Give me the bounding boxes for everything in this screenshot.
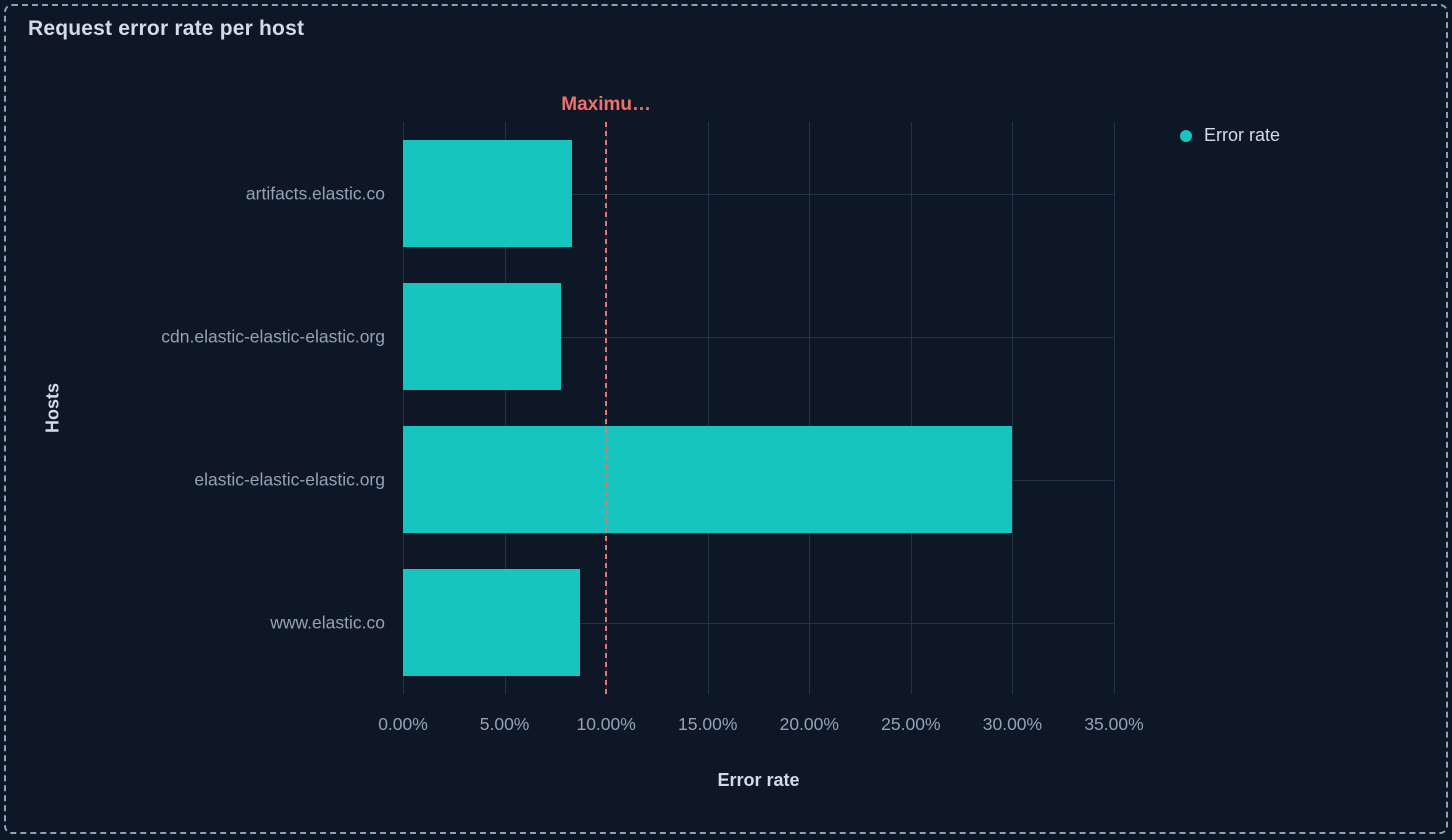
threshold-line — [605, 122, 608, 694]
x-axis-tick-25.00%: 25.00% — [881, 714, 941, 734]
y-axis-label-artifacts.elastic.co: artifacts.elastic.co — [245, 183, 385, 203]
gridline-vertical — [1114, 122, 1115, 694]
gridline-vertical — [504, 122, 506, 694]
bar-elastic-elastic-elastic.org[interactable] — [403, 426, 1013, 533]
gridline-vertical — [403, 122, 404, 694]
x-axis-tick-15.00%: 15.00% — [678, 714, 738, 734]
bar-artifacts.elastic.co[interactable] — [403, 140, 572, 247]
legend-item-label: Error rate — [1204, 125, 1281, 145]
y-axis-label-elastic-elastic-elastic.org: elastic-elastic-elastic.org — [194, 469, 385, 489]
gridline-vertical — [809, 122, 811, 694]
legend-series-dot-icon — [1180, 129, 1192, 142]
legend: Error rate — [1180, 125, 1280, 146]
bar-cdn.elastic-elastic-elastic.org[interactable] — [403, 283, 562, 390]
x-axis-tick-5.00%: 5.00% — [479, 714, 530, 734]
threshold-label: Maximu… — [561, 94, 652, 115]
y-axis-title: Hosts — [42, 382, 63, 434]
panel-title: Request error rate per host — [28, 17, 305, 40]
gridline-horizontal — [403, 622, 1114, 624]
y-axis-label-cdn.elastic-elastic-elastic.org: cdn.elastic-elastic-elastic.org — [161, 326, 385, 346]
gridline-horizontal — [403, 336, 1114, 338]
gridline-vertical — [910, 122, 912, 694]
x-axis-tick-0.00%: 0.00% — [378, 714, 428, 734]
gridline-vertical — [1012, 122, 1014, 694]
gridline-horizontal — [403, 193, 1114, 195]
x-axis-tick-35.00%: 35.00% — [1084, 714, 1144, 734]
x-axis-tick-30.00%: 30.00% — [982, 714, 1043, 734]
x-axis-tick-20.00%: 20.00% — [779, 714, 839, 734]
x-axis-tick-10.00%: 10.00% — [576, 714, 636, 734]
y-axis-label-www.elastic.co: www.elastic.co — [270, 612, 385, 632]
plot-area — [403, 122, 1115, 694]
gridline-vertical — [707, 122, 709, 694]
legend-item-Error rate[interactable]: Error rate — [1180, 125, 1280, 146]
bar-www.elastic.co[interactable] — [403, 569, 580, 676]
x-axis-title: Error rate — [717, 770, 800, 790]
